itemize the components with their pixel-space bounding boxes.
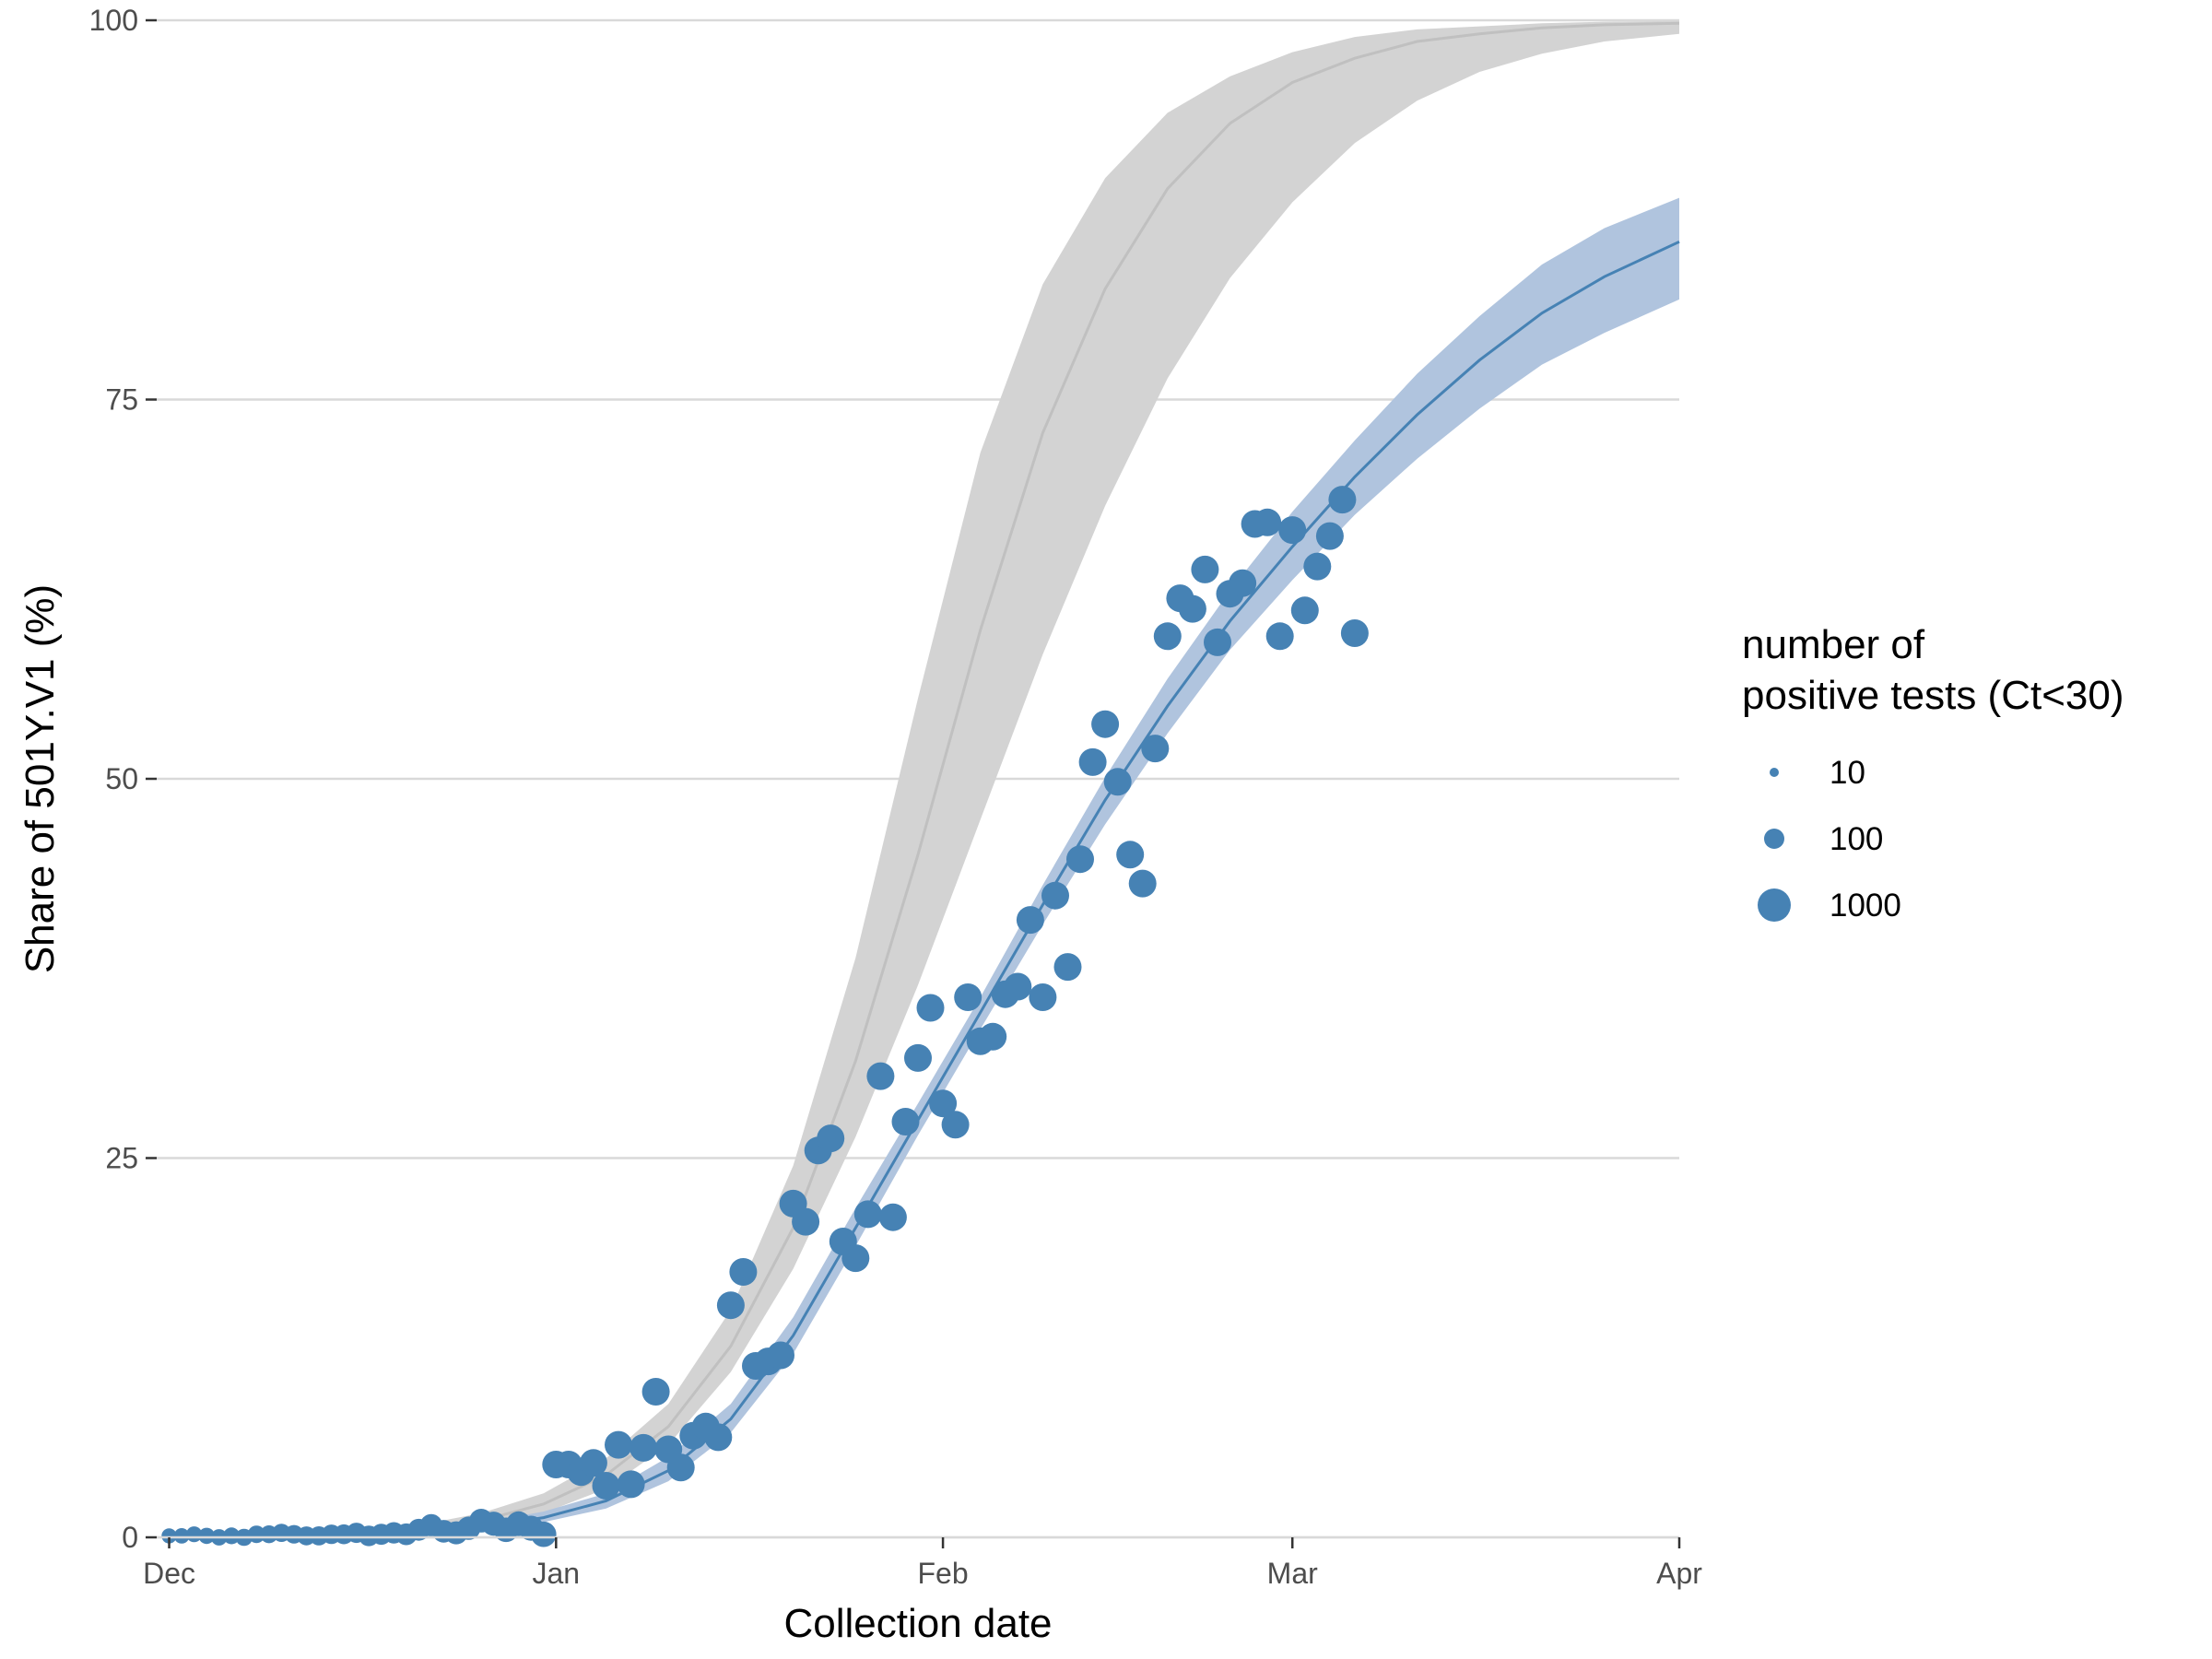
x-tick-label: Apr bbox=[1656, 1557, 1702, 1590]
data-point bbox=[1053, 953, 1082, 982]
data-point bbox=[853, 1200, 882, 1229]
data-point bbox=[247, 1525, 265, 1544]
data-point bbox=[841, 1244, 870, 1273]
y-tick-label: 0 bbox=[122, 1521, 138, 1554]
data-point bbox=[1204, 628, 1231, 656]
data-point bbox=[767, 1341, 794, 1370]
data-point bbox=[1340, 619, 1369, 647]
x-tick-label: Dec bbox=[143, 1557, 195, 1590]
data-point bbox=[929, 1089, 958, 1118]
data-point bbox=[1191, 555, 1219, 583]
data-point bbox=[1303, 552, 1332, 581]
data-point bbox=[866, 1062, 895, 1090]
data-point bbox=[531, 1521, 557, 1547]
y-tick-label: 100 bbox=[89, 4, 138, 37]
data-point bbox=[1128, 869, 1157, 898]
x-tick-label: Feb bbox=[918, 1557, 969, 1590]
data-point bbox=[1029, 983, 1057, 1011]
data-point bbox=[954, 983, 982, 1011]
projection-line bbox=[169, 21, 1680, 1539]
data-point bbox=[817, 1124, 845, 1153]
legend-title: positive tests (Ct<30) bbox=[1742, 673, 2124, 718]
data-point bbox=[161, 1528, 177, 1544]
data-point bbox=[1078, 747, 1107, 776]
data-point bbox=[716, 1291, 745, 1320]
y-tick-label: 50 bbox=[105, 762, 138, 795]
y-tick-label: 75 bbox=[105, 383, 138, 417]
legend-key bbox=[1758, 888, 1791, 922]
data-point bbox=[666, 1453, 695, 1482]
x-axis-title: Collection date bbox=[783, 1601, 1052, 1646]
data-point bbox=[1041, 881, 1069, 910]
data-point bbox=[198, 1527, 215, 1545]
data-point bbox=[1278, 516, 1307, 545]
data-point bbox=[1016, 906, 1044, 935]
data-point bbox=[579, 1449, 607, 1477]
data-point bbox=[173, 1528, 190, 1544]
legend-label: 10 bbox=[1830, 755, 1865, 791]
legend-label: 1000 bbox=[1830, 888, 1901, 924]
y-axis: 0 25 50 75 100 bbox=[89, 4, 157, 1554]
data-point bbox=[916, 994, 945, 1022]
data-point bbox=[629, 1433, 658, 1462]
data-point bbox=[1004, 972, 1032, 1001]
y-tick-label: 25 bbox=[105, 1142, 138, 1175]
data-point bbox=[1229, 569, 1257, 597]
data-point bbox=[1116, 841, 1145, 869]
data-point bbox=[592, 1472, 620, 1500]
data-point bbox=[904, 1043, 932, 1072]
data-points bbox=[161, 486, 1369, 1547]
x-axis: Dec Jan Feb Mar Apr bbox=[143, 1535, 1702, 1590]
data-point bbox=[1141, 735, 1170, 763]
legend-key bbox=[1764, 829, 1784, 849]
projection-band bbox=[169, 20, 1679, 1537]
data-point bbox=[617, 1470, 645, 1499]
data-point bbox=[1103, 768, 1132, 796]
data-point bbox=[1265, 622, 1294, 651]
legend-key bbox=[1770, 768, 1779, 777]
data-point bbox=[792, 1207, 820, 1236]
data-point bbox=[641, 1378, 670, 1406]
data-point bbox=[979, 1022, 1007, 1051]
data-point bbox=[1178, 594, 1206, 623]
legend-title: number of bbox=[1742, 622, 1925, 667]
data-point bbox=[878, 1203, 907, 1231]
data-point bbox=[1253, 508, 1282, 536]
legend: number of positive tests (Ct<30) 10 100 1000 bbox=[1742, 622, 2124, 924]
data-point bbox=[1066, 845, 1094, 874]
data-point bbox=[1091, 710, 1120, 738]
data-point bbox=[605, 1430, 632, 1459]
data-point bbox=[1315, 522, 1344, 550]
y-axis-title: Share of 501Y.V1 (%) bbox=[18, 584, 63, 973]
data-point bbox=[891, 1108, 920, 1135]
data-point bbox=[729, 1258, 758, 1286]
data-point bbox=[941, 1111, 970, 1139]
data-point bbox=[223, 1527, 241, 1545]
x-tick-label: Mar bbox=[1267, 1557, 1318, 1590]
x-tick-label: Jan bbox=[533, 1557, 581, 1590]
data-point bbox=[1153, 622, 1182, 651]
data-point bbox=[1328, 486, 1357, 514]
data-point bbox=[1290, 596, 1319, 625]
data-point bbox=[704, 1423, 733, 1452]
legend-label: 100 bbox=[1830, 821, 1883, 857]
